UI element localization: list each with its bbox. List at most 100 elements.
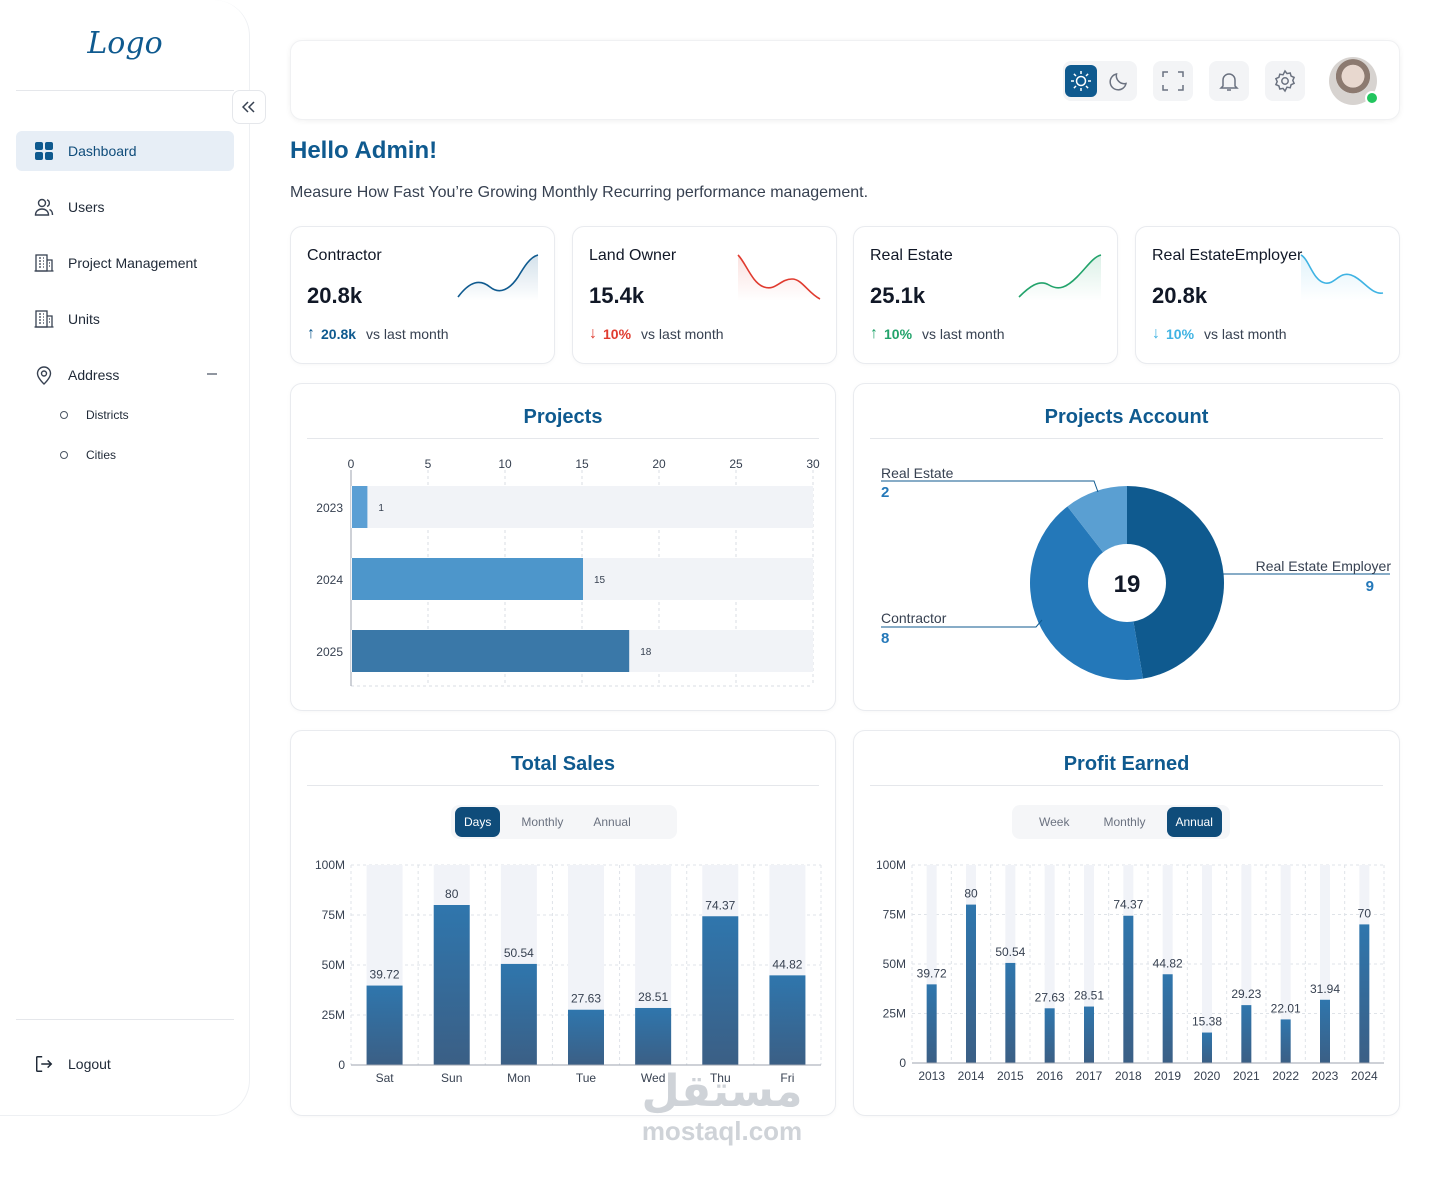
tab-annual[interactable]: Annual [593,815,631,829]
slice-value: 9 [1366,578,1374,595]
theme-toggle[interactable] [1063,61,1137,101]
y-tick-label: 100M [315,858,345,872]
sidebar-item-dashboard[interactable]: Dashboard [16,131,234,171]
sidebar-item-address[interactable]: Address [16,355,234,395]
bar[interactable] [1359,924,1370,1063]
tab-annual[interactable]: Annual [1166,807,1222,837]
arrow-down-icon: ↓ [1152,325,1160,342]
x-tick-label: 2024 [1351,1069,1378,1083]
bar[interactable] [966,904,976,1063]
panel-divider [870,785,1383,786]
bar[interactable] [433,905,470,1065]
tab-week[interactable]: Week [1039,815,1070,829]
stat-change-value: 10% [884,326,913,342]
bar[interactable] [635,1007,672,1065]
panel-divider [307,438,819,439]
y-tick-label: 50M [883,957,906,971]
bullet-icon [60,411,68,419]
bar[interactable] [1202,1032,1212,1063]
bar[interactable] [366,985,403,1065]
tab-monthly[interactable]: Monthly [1103,815,1146,829]
settings-button[interactable] [1265,61,1305,101]
x-tick-label: 2014 [958,1069,985,1083]
stat-card-contractor[interactable]: Contractor 20.8k ↑ 20.8k vs last month [290,226,555,364]
bar-value-label: 27.63 [571,992,601,1006]
sidebar-item-users[interactable]: Users [16,187,234,227]
bar[interactable] [1162,974,1173,1063]
y-tick-label: 50M [322,958,345,972]
stat-card-real-estate[interactable]: Real Estate 25.1k ↑ 10% vs last month [853,226,1118,364]
bar-value-label: 1 [378,503,384,514]
fullscreen-button[interactable] [1153,61,1193,101]
profit-earned-bar-chart: 0 25M 50M 75M 100M 39.72 2013 80 2014 50.54 2015 27… [876,858,1385,1083]
sidebar-subitem-label: Cities [86,448,117,462]
sidebar-item-units[interactable]: Units [16,299,234,339]
stat-change-value: 20.8k [321,326,357,342]
x-tick-label: Sat [376,1071,395,1085]
bar[interactable] [1280,1019,1291,1063]
x-tick-label: 30 [806,457,820,471]
bar[interactable] [1044,1008,1055,1063]
x-tick-label: 2019 [1154,1069,1181,1083]
period-tabs: Week Monthly Annual [1012,805,1230,839]
x-tick-label: Wed [641,1071,665,1085]
bar[interactable] [500,963,537,1065]
bar[interactable] [926,984,937,1063]
donut-slice[interactable] [1127,486,1224,679]
logo[interactable]: Logo [87,26,163,61]
x-tick-label: 0 [348,457,355,471]
double-chevron-left-icon [242,101,255,113]
bar-value-label: 50.54 [504,946,534,960]
logout-icon [34,1054,54,1074]
page-subtitle: Measure How Fast You’re Growing Monthly … [290,184,869,201]
location-pin-icon [34,365,54,385]
bar[interactable] [1084,1006,1094,1063]
bar[interactable] [1241,1005,1252,1063]
collapse-sidebar-button[interactable] [232,90,266,124]
sidebar-subitem-districts[interactable]: Districts [60,408,129,422]
sidebar-divider [16,1019,234,1020]
bar[interactable] [352,558,583,600]
logout-button[interactable]: Logout [16,1044,234,1084]
stat-card-land-owner[interactable]: Land Owner 15.4k ↓ 10% vs last month [572,226,837,364]
x-tick-label: 2021 [1233,1069,1260,1083]
sidebar-item-project-management[interactable]: Project Management [16,243,234,283]
projects-panel: Projects 0 5 10 15 20 25 30 2023 1 2024 15 2025 18 [290,383,836,711]
x-tick-label: 2022 [1272,1069,1299,1083]
moon-icon [1109,73,1127,91]
light-mode-button[interactable] [1065,65,1097,97]
bar[interactable] [568,1009,604,1065]
top-bar [290,40,1400,120]
collapse-minus-icon[interactable] [206,367,218,385]
notifications-button[interactable] [1209,61,1249,101]
bar-value-label: 80 [445,887,459,901]
dark-mode-button[interactable] [1103,65,1135,97]
donut-slice[interactable] [1030,506,1143,680]
stat-card-real-estate-employer[interactable]: Real EstateEmployer 20.8k ↓ 10% vs last … [1135,226,1400,364]
total-sales-bar-chart: 0 25M 50M 75M 100M 39.72 Sat 80 Sun 50.54 Mon 27.63… [315,858,822,1085]
tab-monthly[interactable]: Monthly [521,815,564,829]
bar[interactable] [1123,915,1134,1063]
bar-value-label: 28.51 [1074,989,1104,1003]
donut-center [1088,544,1166,622]
bar[interactable] [352,630,630,672]
x-tick-label: 2023 [1312,1069,1339,1083]
panel-title: Profit Earned [1063,753,1190,775]
x-tick-label: 2018 [1115,1069,1142,1083]
sidebar-subitem-label: Districts [86,408,129,422]
bar[interactable] [1320,999,1330,1063]
y-tick-label: 0 [899,1056,906,1070]
bar-track [351,486,813,528]
y-tick-label: 25M [883,1007,906,1021]
bar[interactable] [769,975,806,1065]
slice-value: 8 [881,630,889,647]
y-tick-label: 75M [322,908,345,922]
grid-icon [34,141,54,161]
bar[interactable] [1005,962,1016,1063]
tab-days[interactable]: Days [455,807,501,837]
sidebar-subitem-cities[interactable]: Cities [60,448,116,462]
bar[interactable] [702,916,739,1065]
bar[interactable] [352,486,368,528]
x-tick-label: 2015 [997,1069,1024,1083]
